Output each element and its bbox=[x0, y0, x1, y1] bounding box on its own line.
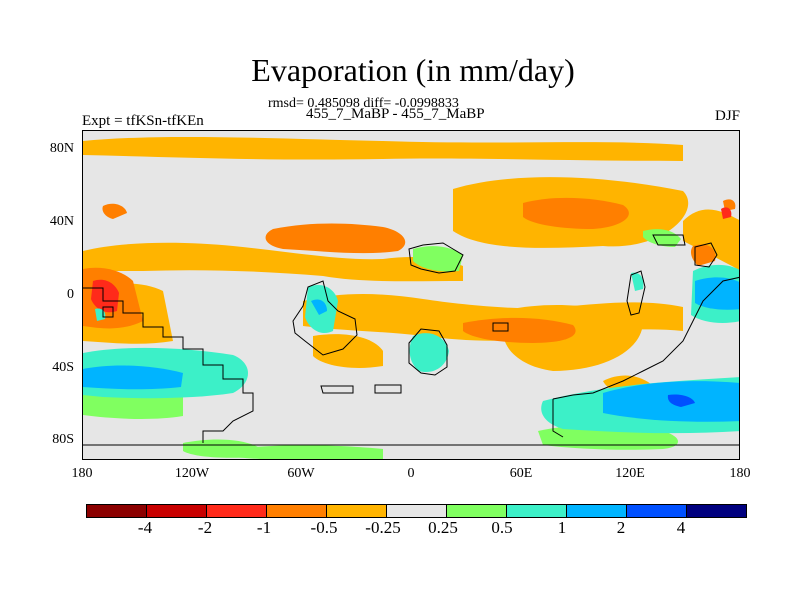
rmsd-text: rmsd= 0.485098 diff= -0.0998833 bbox=[268, 96, 459, 111]
season-label: DJF bbox=[714, 108, 740, 124]
colorbar-label: 0.5 bbox=[491, 518, 513, 537]
colorbar-label: -2 bbox=[197, 518, 213, 537]
colorbar-label: -1 bbox=[256, 518, 272, 537]
colorbar-swatch bbox=[627, 505, 687, 517]
colorbar-swatch bbox=[567, 505, 627, 517]
colorbar-label: -0.5 bbox=[310, 518, 338, 537]
map-canvas bbox=[83, 136, 739, 459]
map-title: Evaporation (in mm/day) bbox=[251, 52, 575, 88]
lon-label-60w: 60W bbox=[287, 466, 315, 481]
lon-label-60e: 60E bbox=[509, 466, 533, 481]
map-panel bbox=[82, 130, 740, 460]
colorbar-swatch bbox=[87, 505, 147, 517]
lat-label-40n: 40N bbox=[49, 214, 74, 229]
lat-label-80s: 80S bbox=[52, 432, 74, 447]
colorbar-swatch bbox=[687, 505, 746, 517]
colorbar-swatch bbox=[447, 505, 507, 517]
lon-label-0: 0 bbox=[407, 466, 415, 481]
colorbar-label: 1 bbox=[557, 518, 567, 537]
colorbar bbox=[86, 504, 747, 518]
experiment-subtitle: 455_7_MaBP - 455_7_MaBP bbox=[306, 106, 485, 122]
lon-label-120e: 120E bbox=[615, 466, 645, 481]
colorbar-label: -0.25 bbox=[365, 518, 401, 537]
lat-label-80n: 80N bbox=[49, 141, 74, 156]
colorbar-swatch bbox=[507, 505, 567, 517]
colorbar-label: 2 bbox=[616, 518, 626, 537]
colorbar-swatch bbox=[207, 505, 267, 517]
lat-label-0: 0 bbox=[67, 287, 74, 302]
experiment-label: Expt = tfKSn-tfKEn bbox=[82, 113, 204, 129]
colorbar-label: 4 bbox=[676, 518, 686, 537]
colorbar-swatch bbox=[267, 505, 327, 517]
lon-label-180w: 180 bbox=[71, 466, 93, 481]
colorbar-swatch bbox=[147, 505, 207, 517]
colorbar-label: 0.25 bbox=[428, 518, 458, 537]
positive-anomaly-very-strong bbox=[667, 394, 695, 407]
colorbar-swatch bbox=[327, 505, 387, 517]
lat-label-40s: 40S bbox=[52, 360, 74, 375]
lon-label-120w: 120W bbox=[174, 466, 210, 481]
colorbar-label: -4 bbox=[137, 518, 153, 537]
colorbar-swatch bbox=[387, 505, 447, 517]
negative-anomaly-light bbox=[83, 136, 739, 396]
coastlines bbox=[83, 234, 739, 446]
lon-label-180e: 180 bbox=[729, 466, 751, 481]
